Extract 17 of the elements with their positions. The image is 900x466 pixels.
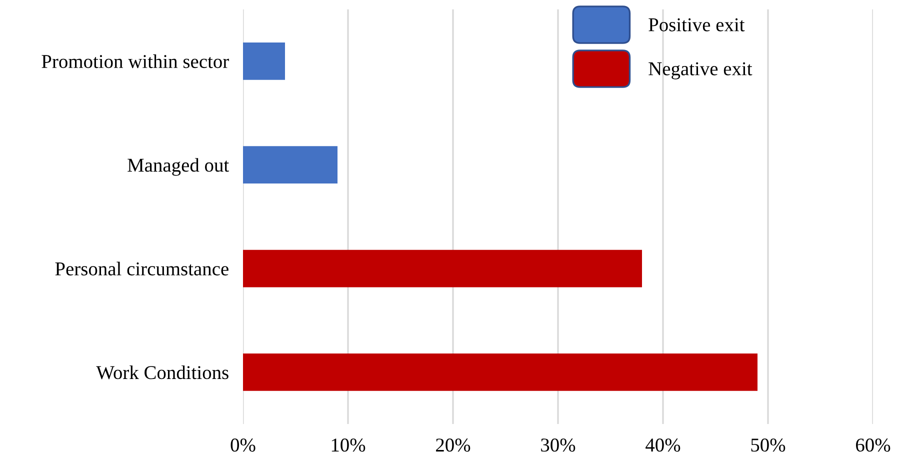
bar <box>243 354 758 391</box>
legend-label: Negative exit <box>648 62 752 80</box>
x-tick-label: 20% <box>436 438 470 452</box>
legend-label: Positive exit <box>648 18 745 32</box>
bar <box>243 146 338 184</box>
x-tick-label: 50% <box>751 438 786 452</box>
y-tick-label: Promotion within sector <box>42 54 229 68</box>
y-tick-label: Work Conditions <box>96 365 228 380</box>
x-tick-label: 10% <box>332 438 366 452</box>
x-tick-label: 30% <box>541 438 576 452</box>
bar <box>243 250 642 288</box>
x-tick-label: 0% <box>230 438 256 452</box>
x-tick-label: 40% <box>646 438 680 452</box>
y-tick-label: Personal circumstance <box>55 262 228 276</box>
y-tick-label: Managed out <box>128 158 229 176</box>
x-tick-label: 60% <box>856 438 890 452</box>
bar <box>243 42 285 80</box>
